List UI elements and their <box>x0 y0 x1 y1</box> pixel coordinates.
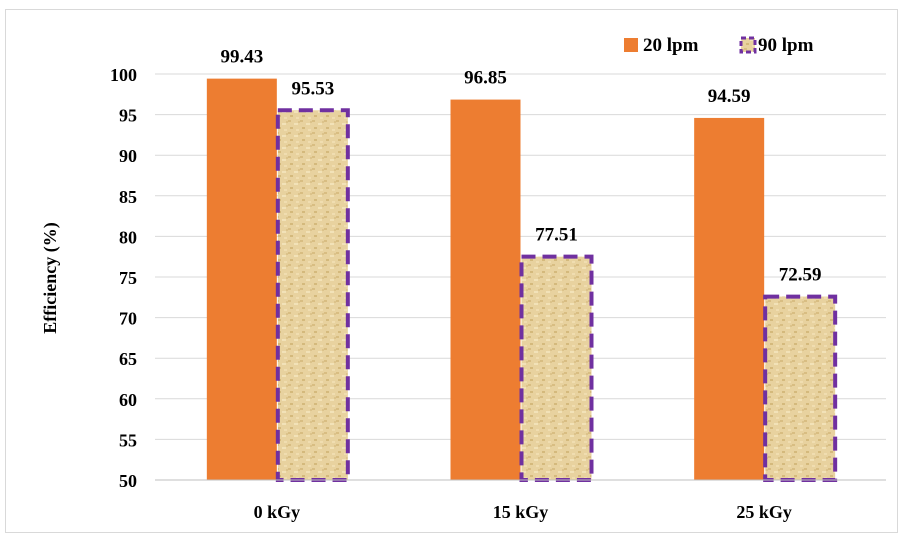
legend: 20 lpm 90 lpm <box>624 35 814 56</box>
data-label-90-lpm: 72.59 <box>779 265 822 286</box>
data-label-20-lpm: 99.43 <box>220 47 263 68</box>
y-tick-label: 50 <box>119 471 137 491</box>
data-labels: 99.43 95.53 96.85 77.51 94.59 72.59 <box>220 47 821 286</box>
y-axis-title: Efficiency (%) <box>40 222 61 333</box>
bar-20-lpm <box>206 78 277 480</box>
legend-swatch-20-lpm <box>624 38 638 52</box>
bar-90-lpm <box>763 294 838 483</box>
y-tick-label: 55 <box>119 430 137 450</box>
y-tick-label: 70 <box>119 309 137 329</box>
y-tick-label: 65 <box>119 349 137 369</box>
legend-label-90-lpm: 90 lpm <box>758 35 814 56</box>
legend-swatch-90-lpm <box>739 36 757 54</box>
y-tick-label: 75 <box>119 268 137 288</box>
legend-label-20-lpm: 20 lpm <box>643 35 699 56</box>
y-tick-label: 95 <box>119 106 137 126</box>
data-label-90-lpm: 77.51 <box>535 225 578 246</box>
y-tick-label: 60 <box>119 390 137 410</box>
y-tick-label: 80 <box>119 227 137 247</box>
bar-20-lpm <box>450 99 521 480</box>
axes: Efficiency (%) 50 55 60 65 70 75 80 85 90 95 100 0 … <box>40 65 886 522</box>
y-tick-label: 90 <box>119 146 137 166</box>
bar-90-lpm <box>275 108 350 483</box>
bar-20-lpm <box>694 117 765 480</box>
y-tick-label: 85 <box>119 187 137 207</box>
bars <box>206 78 838 483</box>
y-tick-label: 100 <box>110 65 137 85</box>
data-label-20-lpm: 96.85 <box>464 68 507 89</box>
x-category-label: 0 kGy <box>254 502 301 522</box>
data-label-20-lpm: 94.59 <box>708 86 751 107</box>
x-category-label: 25 kGy <box>736 502 792 522</box>
data-label-90-lpm: 95.53 <box>291 78 334 99</box>
bar-90-lpm <box>519 254 594 482</box>
x-category-label: 15 kGy <box>493 502 549 522</box>
